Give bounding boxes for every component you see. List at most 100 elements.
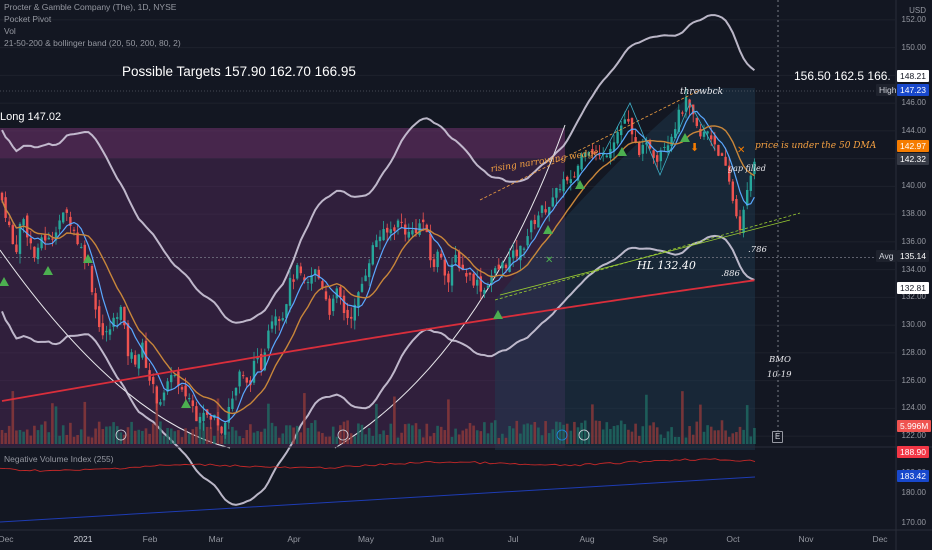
- time-tick-label: Jul: [507, 534, 519, 544]
- candle-body: [296, 265, 299, 279]
- candle-body: [533, 219, 536, 225]
- bmo-date-label: 10-19: [767, 370, 792, 380]
- candle-body: [735, 198, 738, 217]
- volume-bar: [504, 437, 508, 444]
- candle-body: [58, 220, 61, 230]
- price-tick-label: 128.00: [901, 347, 926, 357]
- volume-bar: [101, 429, 105, 444]
- volume-bar: [411, 425, 414, 444]
- volume-bar: [72, 436, 76, 444]
- volume-bar: [670, 427, 673, 444]
- pocket-pivot-marker: [181, 399, 191, 408]
- time-tick-label: Dec: [0, 534, 14, 544]
- candle-body: [504, 264, 508, 269]
- candle-body: [144, 340, 148, 368]
- candle-body: [321, 281, 324, 289]
- volume-bar: [432, 432, 436, 444]
- volume-bar: [36, 430, 40, 444]
- candle-body: [548, 206, 551, 215]
- volume-bar: [90, 437, 94, 444]
- volume-bar: [576, 427, 580, 444]
- volume-bar: [285, 425, 288, 444]
- candle-body: [51, 238, 54, 240]
- candle-body: [674, 129, 677, 139]
- volume-bar: [587, 432, 591, 444]
- candle-body: [11, 225, 14, 245]
- volume-bar: [249, 424, 252, 444]
- volume-bar: [612, 426, 616, 444]
- candle-body: [360, 283, 364, 292]
- candle-body: [126, 323, 130, 357]
- volume-bar: [25, 429, 29, 444]
- indicator-bollinger[interactable]: 21-50-200 & bollinger band (20, 50, 200,…: [4, 38, 181, 48]
- volume-bar: [256, 431, 259, 444]
- price-tag: 5.996M: [897, 420, 932, 432]
- candle-body: [116, 317, 119, 319]
- volume-bar: [688, 426, 691, 444]
- candle-body: [288, 277, 292, 306]
- candle-body: [422, 219, 425, 223]
- grid: [0, 19, 895, 437]
- volume-bar: [126, 427, 130, 444]
- volume-bar: [580, 422, 583, 444]
- candle-body: [497, 264, 500, 270]
- earnings-marker[interactable]: E: [772, 431, 784, 443]
- volume-bar: [313, 420, 317, 444]
- price-tick-label: 136.00: [901, 236, 926, 246]
- volume-bar: [252, 432, 256, 444]
- ma-cross-marker-2: ✕: [737, 145, 745, 156]
- volume-bar: [69, 422, 72, 444]
- time-tick-label: Jun: [430, 534, 444, 544]
- price-tick-label: 122.00: [901, 431, 926, 441]
- volume-bar: [619, 420, 623, 444]
- indicator-pocket-pivot[interactable]: Pocket Pivot: [4, 14, 52, 24]
- candle-body: [299, 266, 302, 274]
- nvi-pane: [0, 458, 756, 523]
- indicator-vol[interactable]: Vol: [4, 26, 16, 36]
- volume-bar: [461, 430, 465, 444]
- candle-body: [36, 247, 40, 260]
- volume-bar: [447, 399, 450, 444]
- volume-bar: [436, 425, 439, 444]
- volume-bar: [414, 423, 418, 444]
- price-tick-label: 140.00: [901, 181, 926, 191]
- candle-body: [501, 262, 504, 269]
- bollinger-upper: [1, 14, 756, 324]
- volume-bar: [407, 423, 411, 444]
- candle-body: [342, 295, 346, 314]
- nvi-title[interactable]: Negative Volume Index (255): [4, 454, 114, 464]
- candle-body: [123, 306, 126, 326]
- candle-body: [227, 406, 230, 423]
- candle-body: [224, 422, 227, 435]
- price-tick-label: 132.00: [901, 292, 926, 302]
- volume-bar: [418, 429, 421, 444]
- volume-bar: [609, 429, 612, 444]
- volume-bar: [385, 434, 389, 444]
- volume-bar: [159, 421, 162, 444]
- volume-bar: [630, 431, 634, 444]
- bmo-label: BMO: [769, 355, 791, 365]
- candle-body: [436, 251, 439, 268]
- price-tick-label: 124.00: [901, 403, 926, 413]
- candle-body: [281, 318, 284, 321]
- volume-bar: [508, 425, 511, 444]
- candle-body: [263, 352, 266, 371]
- volume-bar: [648, 425, 652, 444]
- volume-bar: [382, 430, 385, 444]
- candle-body: [670, 136, 673, 146]
- volume-bar: [731, 433, 735, 444]
- candle-body: [220, 426, 223, 434]
- volume-bar: [259, 431, 263, 444]
- candle-body: [33, 246, 36, 258]
- pocket-pivot-marker: [680, 133, 690, 142]
- volume-bar: [303, 393, 306, 444]
- volume-bar: [497, 437, 501, 444]
- volume-bar: [663, 437, 666, 444]
- candle-body: [432, 259, 436, 268]
- price-tick-label: 150.00: [901, 42, 926, 52]
- candle-body: [166, 381, 169, 392]
- volume-bar: [205, 426, 209, 444]
- volume-bar: [54, 406, 58, 444]
- candle-body: [468, 272, 472, 275]
